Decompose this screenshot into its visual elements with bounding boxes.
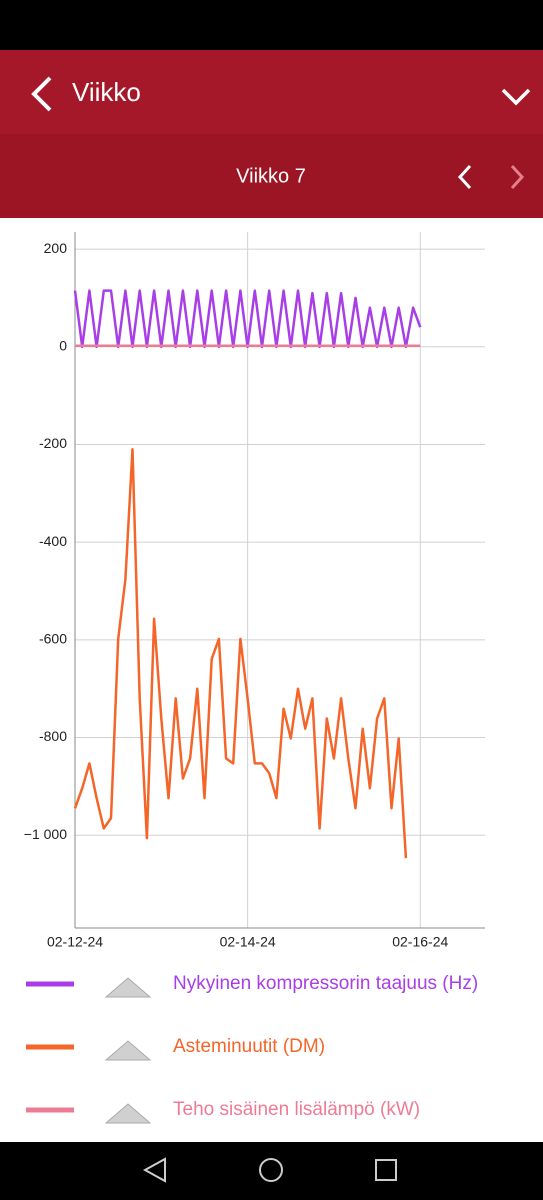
app-title: Viikko — [72, 77, 141, 107]
dropdown-button[interactable] — [501, 88, 531, 106]
y-tick-label: 200 — [44, 240, 68, 256]
legend-label: Asteminuutit (DM) — [173, 1036, 325, 1057]
legend-toggle[interactable] — [104, 977, 152, 998]
x-tick-label: 02-14-24 — [220, 934, 276, 950]
nav-recent[interactable] — [375, 1159, 397, 1181]
y-tick-label: 0 — [59, 337, 67, 353]
previous-button[interactable] — [457, 164, 472, 190]
period-bar — [0, 134, 543, 218]
legend-label: Teho sisäinen lisälämpö (kW) — [173, 1099, 420, 1120]
legend-toggle[interactable] — [104, 1040, 152, 1061]
back-button[interactable] — [31, 76, 52, 112]
legend-toggle[interactable] — [104, 1103, 152, 1124]
nav-bar — [0, 1142, 543, 1200]
legend-label: Nykyinen kompressorin taajuus (Hz) — [173, 973, 478, 994]
x-tick-label: 02-12-24 — [47, 934, 103, 950]
plot: 200 0 -200 -400 -600 -800 −1 000 02-12-24 02-14-… — [24, 232, 485, 950]
y-tick-label: −1 000 — [24, 826, 67, 842]
nav-back[interactable] — [142, 1157, 166, 1183]
y-tick-label: -400 — [39, 533, 67, 549]
x-tick-label: 02-16-24 — [392, 934, 448, 950]
app-bar — [0, 50, 543, 134]
y-tick-label: -800 — [39, 728, 67, 744]
nav-home[interactable] — [259, 1158, 283, 1182]
legend: Nykyinen kompressorin taajuus (Hz) Astemi… — [26, 973, 478, 1124]
series-line — [73, 448, 408, 859]
next-button[interactable] — [510, 164, 525, 190]
y-tick-label: -600 — [39, 631, 67, 647]
y-tick-label: -200 — [39, 435, 67, 451]
period-title: Viikko 7 — [236, 165, 306, 187]
status-bar — [0, 0, 543, 50]
